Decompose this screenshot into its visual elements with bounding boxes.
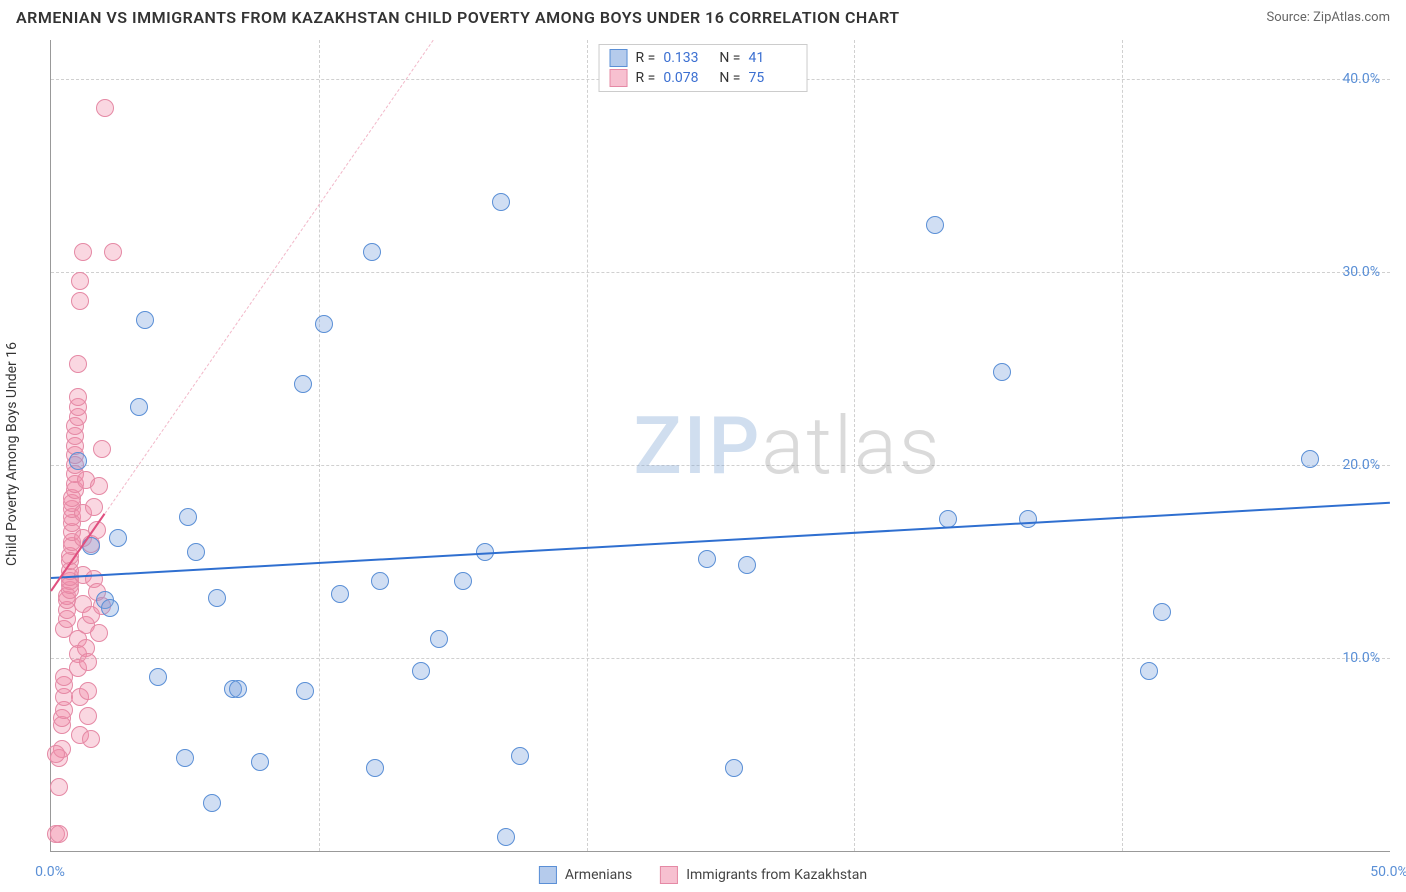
data-point [82, 730, 100, 748]
data-point [90, 624, 108, 642]
gridline-h [51, 658, 1390, 659]
scatter-chart: ZIPatlas 10.0% 20.0% 30.0% 40.0% [50, 40, 1390, 852]
data-point [454, 572, 472, 590]
data-point [229, 680, 247, 698]
data-point [1140, 662, 1158, 680]
r-value-armenians: 0.133 [663, 50, 711, 66]
data-point [363, 243, 381, 261]
gridline-h [51, 465, 1390, 466]
legend-swatch-kazakhstan [660, 866, 678, 884]
swatch-armenians [610, 49, 628, 67]
legend-item-kazakhstan: Immigrants from Kazakhstan [660, 866, 867, 884]
data-point [926, 216, 944, 234]
data-point [1019, 510, 1037, 528]
data-point [366, 759, 384, 777]
correlation-row-armenians: R = 0.133 N = 41 [610, 49, 797, 67]
ytick-label: 30.0% [1342, 264, 1380, 280]
data-point [130, 398, 148, 416]
chart-title: ARMENIAN VS IMMIGRANTS FROM KAZAKHSTAN C… [16, 8, 900, 27]
watermark-zip: ZIP [633, 399, 761, 493]
title-row: ARMENIAN VS IMMIGRANTS FROM KAZAKHSTAN C… [0, 0, 1406, 31]
data-point [93, 440, 111, 458]
data-point [315, 315, 333, 333]
ytick-label: 20.0% [1342, 457, 1380, 473]
data-point [101, 599, 119, 617]
n-value-armenians: 41 [748, 50, 796, 66]
data-point [85, 498, 103, 516]
n-value-kazakhstan: 75 [748, 70, 796, 86]
data-point [47, 745, 65, 763]
data-point [993, 363, 1011, 381]
data-point [149, 668, 167, 686]
data-point [725, 759, 743, 777]
data-point [96, 99, 114, 117]
gridline-v [587, 40, 588, 851]
gridline-h [51, 272, 1390, 273]
data-point [430, 630, 448, 648]
data-point [294, 375, 312, 393]
data-point [208, 589, 226, 607]
data-point [203, 794, 221, 812]
data-point [698, 550, 716, 568]
data-point [331, 585, 349, 603]
data-point [109, 529, 127, 547]
data-point [69, 388, 87, 406]
xtick-label: 0.0% [35, 864, 65, 880]
data-point [412, 662, 430, 680]
y-axis-title: Child Poverty Among Boys Under 16 [4, 342, 20, 566]
data-point [74, 243, 92, 261]
data-point [1301, 450, 1319, 468]
data-point [104, 243, 122, 261]
data-point [136, 311, 154, 329]
data-point [79, 682, 97, 700]
data-point [738, 556, 756, 574]
legend-label-kazakhstan: Immigrants from Kazakhstan [686, 867, 867, 883]
data-point [69, 355, 87, 373]
legend-item-armenians: Armenians [539, 866, 632, 884]
r-value-kazakhstan: 0.078 [663, 70, 711, 86]
trend-line [51, 501, 1390, 578]
data-point [69, 452, 87, 470]
trend-line-extension [104, 40, 433, 514]
data-point [497, 828, 515, 846]
correlation-row-kazakhstan: R = 0.078 N = 75 [610, 69, 797, 87]
gridline-v [319, 40, 320, 851]
legend-swatch-armenians [539, 866, 557, 884]
ytick-label: 10.0% [1342, 650, 1380, 666]
data-point [371, 572, 389, 590]
data-point [71, 292, 89, 310]
data-point [176, 749, 194, 767]
series-legend: Armenians Immigrants from Kazakhstan [539, 866, 867, 884]
data-point [296, 682, 314, 700]
data-point [79, 707, 97, 725]
xtick-label: 50.0% [1370, 864, 1406, 880]
gridline-v [854, 40, 855, 851]
data-point [79, 653, 97, 671]
data-point [50, 778, 68, 796]
legend-label-armenians: Armenians [565, 867, 632, 883]
gridline-v [1122, 40, 1123, 851]
data-point [492, 193, 510, 211]
data-point [1153, 603, 1171, 621]
data-point [511, 747, 529, 765]
watermark: ZIPatlas [633, 399, 941, 493]
data-point [179, 508, 197, 526]
data-point [251, 753, 269, 771]
data-point [50, 825, 68, 843]
data-point [71, 272, 89, 290]
correlation-legend: R = 0.133 N = 41 R = 0.078 N = 75 [599, 44, 808, 92]
data-point [187, 543, 205, 561]
source-label: Source: ZipAtlas.com [1266, 10, 1390, 25]
data-point [90, 477, 108, 495]
swatch-kazakhstan [610, 69, 628, 87]
watermark-atlas: atlas [761, 399, 941, 493]
ytick-label: 40.0% [1342, 71, 1380, 87]
